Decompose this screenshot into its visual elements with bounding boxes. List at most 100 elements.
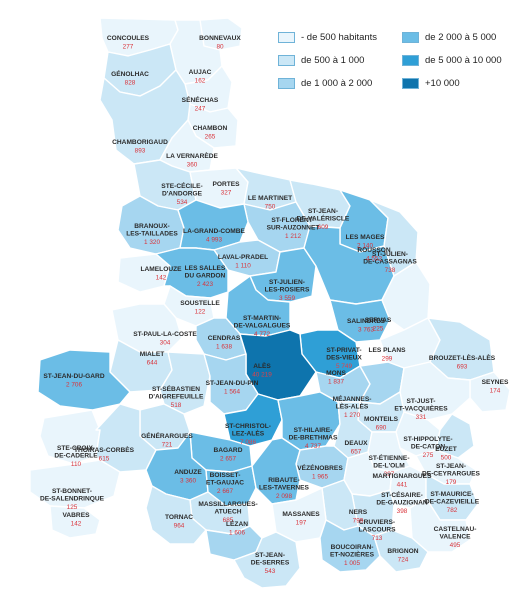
commune-area-rousson[interactable]: [303, 225, 395, 305]
commune-name-st-c-saire-de-gauzignan: ST-CÉSAIRE-: [381, 490, 423, 499]
commune-name-m-jannes-l-s-al-s: LÈS-ALÈS: [336, 401, 369, 410]
commune-name-deaux: DEAUX: [344, 440, 368, 447]
commune-name-st-s-bastiend-aigrefeuille: D'AIGREFEUILLE: [149, 393, 204, 400]
commune-name-g-nolhac: GÉNOLHAC: [111, 69, 149, 78]
commune-population-st-privat-des-vieux: 5 749: [336, 363, 352, 370]
commune-population-aujac: 162: [195, 77, 206, 84]
commune-name-st-jean-du-pin: ST-JEAN-DU-PIN: [206, 380, 259, 387]
commune-population-vabres: 142: [71, 520, 82, 527]
commune-name-chamborigaud: CHAMBORIGAUD: [112, 139, 168, 146]
commune-area-les-sallesdu-gardon[interactable]: [155, 247, 229, 299]
commune-area-boucoiran-et-nozi-res[interactable]: [319, 519, 381, 573]
commune-name-st-florent-sur-auzonnet: ST-FLORENT-: [271, 217, 314, 224]
commune-name-st-julien-les-rosiers: LES-ROSIERS: [265, 286, 310, 293]
commune-name-thoiras-corb-s: THOIRAS-CORBÈS: [74, 445, 135, 454]
commune-population-deaux: 657: [351, 448, 362, 455]
commune-population-massillargues-atuech: 685: [223, 517, 234, 524]
legend-label: - de 500 habitants: [301, 32, 378, 43]
commune-population-st-hippolyte-de-caton: 275: [423, 452, 434, 459]
commune-name-v-z-nobres: VÉZÉNOBRES: [297, 463, 343, 472]
legend-item: - de 500 habitants: [278, 32, 377, 43]
commune-name-st-c-saire-de-gauzignan: DE-GAUZIGNAN: [376, 499, 428, 506]
commune-area-tornac[interactable]: [145, 485, 207, 545]
commune-name-euzet: EUZET: [435, 446, 457, 453]
commune-population-soustelle: 122: [195, 308, 206, 315]
commune-name-al-s: ALÈS: [253, 361, 271, 370]
commune-name-cruviers-lascours: LASCOURS: [359, 526, 397, 533]
commune-population-v-z-nobres: 1 965: [312, 473, 328, 480]
commune-name-ste-croix-de-caderle: STE-CROIX-: [57, 445, 95, 452]
commune-population-ners: 799: [353, 517, 364, 524]
commune-population-boisset-et-gaujac: 2 667: [217, 488, 233, 495]
commune-population-st-jean-de-ceyrargues: 179: [446, 479, 457, 486]
commune-name-st-jean-du-gard: ST-JEAN-DU-GARD: [43, 373, 104, 380]
commune-population-seynes: 174: [490, 387, 501, 394]
commune-population-mons: 1 837: [328, 378, 344, 385]
commune-name-castelnau-valence: CASTELNAU-: [434, 526, 477, 533]
commune-name-les-mages: LES MAGES: [346, 234, 385, 241]
commune-population-st-tienne-de-l-olm: 397: [384, 471, 395, 478]
legend-swatch: [278, 78, 295, 89]
commune-name-brignon: BRIGNON: [387, 548, 418, 555]
commune-population-st-julien-les-rosiers: 3 559: [279, 295, 295, 302]
commune-area-brignon[interactable]: [373, 529, 429, 573]
legend-label: de 1 000 à 2 000: [301, 78, 373, 89]
commune-name-boisset-et-gaujac: BOISSET-: [210, 472, 241, 479]
commune-population-st-christol-lez-al-s: 7 086: [240, 439, 256, 446]
commune-name-le-martinet: LE MARTINET: [248, 195, 292, 202]
commune-name-cruviers-lascours: CRUVIERS-: [359, 519, 395, 526]
commune-population-st-just-et-vacqui-res: 331: [416, 414, 427, 421]
commune-name-salindres: SALINDRES: [347, 318, 386, 325]
commune-population-s-n-chas: 247: [195, 105, 206, 112]
commune-population-lamelouze: 142: [156, 274, 167, 281]
commune-name-rousson: ROUSSON: [357, 247, 391, 254]
commune-name-les-sallesdu-gardon: DU GARDON: [185, 272, 226, 279]
commune-name-boisset-et-gaujac: ET-GAUJAC: [206, 479, 244, 486]
commune-population-st-julien-de-cassagnas: 738: [385, 267, 396, 274]
commune-area-ste-croix-de-caderle[interactable]: [39, 409, 101, 465]
commune-area-st-hilaire-de-brethmas[interactable]: [277, 391, 341, 451]
commune-name-lamelouze: LAMELOUZE: [140, 266, 182, 273]
legend-item: de 1 000 à 2 000: [278, 78, 372, 89]
legend-swatch: [402, 55, 419, 66]
commune-area-st-jean-du-gard[interactable]: [37, 349, 131, 411]
legend-label: de 5 000 à 10 000: [425, 55, 502, 66]
commune-population-st-hilaire-de-brethmas: 4 737: [305, 443, 321, 450]
commune-population-brignon: 724: [398, 556, 409, 563]
legend-item: de 500 à 1 000: [278, 55, 364, 66]
commune-population-ste-croix-de-caderle: 110: [71, 461, 82, 468]
commune-name-servas: SERVAS: [365, 317, 392, 324]
commune-name-aujac: AUJAC: [189, 69, 212, 76]
commune-population-le-martinet: 750: [265, 203, 276, 210]
commune-name-st-paul-la-coste: ST-PAUL-LA-COSTE: [133, 331, 197, 338]
commune-name-monteils: MONTEILS: [364, 416, 399, 423]
legend-item: de 5 000 à 10 000: [402, 55, 502, 66]
commune-name-st-hippolyte-de-caton: DE-CATON: [411, 443, 445, 450]
commune-area-ribaute-les-tavernes[interactable]: [251, 437, 301, 505]
commune-area-servas[interactable]: [381, 261, 431, 331]
commune-population-tornac: 964: [174, 522, 185, 529]
commune-name-st-hilaire-de-brethmas: DE-BRETHMAS: [289, 434, 338, 441]
legend-label: +10 000: [425, 78, 460, 89]
commune-name-portes: PORTES: [212, 181, 240, 188]
commune-population-st-jean-du-pin: 1 564: [224, 388, 240, 395]
commune-area-vabres[interactable]: [49, 505, 101, 539]
commune-name-cendras: CENDRAS: [208, 335, 241, 342]
commune-area-st-bonnet-de-salendrinque[interactable]: [29, 459, 121, 509]
commune-name-st-jean-de-ceyrargues: ST-JEAN-: [436, 463, 466, 470]
commune-name-st-jean-de-ceyrargues: DE-CEYRARGUES: [422, 470, 480, 477]
commune-name-l-zan: LÉZAN: [226, 519, 248, 528]
commune-name-ribaute-les-tavernes: RIBAUTE-: [268, 477, 300, 484]
commune-name-massanes: MASSANES: [282, 511, 320, 518]
commune-population-l-zan: 1 606: [229, 529, 245, 536]
commune-name-st-christol-lez-al-s: LEZ-ALÈS: [232, 428, 265, 437]
legend-item: +10 000: [402, 78, 460, 89]
commune-population-les-plans: 299: [382, 355, 393, 362]
commune-name-st-just-et-vacqui-res: ET-VACQUIÈRES: [394, 403, 448, 412]
commune-name-mons: MONS: [326, 370, 346, 377]
commune-name-m-jannes-l-s-al-s: MÉJANNES-: [333, 394, 372, 403]
commune-name-castelnau-valence: VALENCE: [439, 533, 471, 540]
commune-name-les-sallesdu-gardon: LES SALLES: [185, 265, 226, 272]
commune-area-st-jean-de-serres[interactable]: [233, 531, 301, 589]
